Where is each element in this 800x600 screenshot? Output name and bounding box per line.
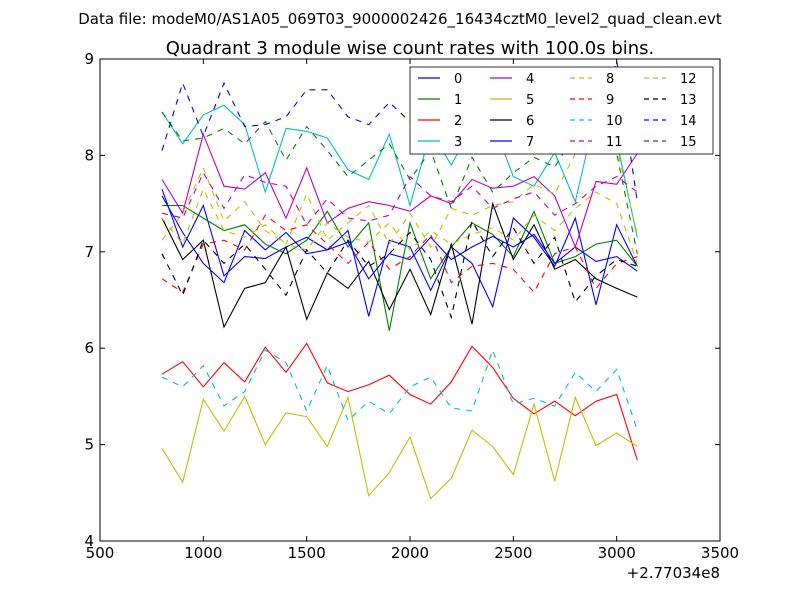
legend-label-3: 3 — [454, 135, 462, 150]
axis-ticks: 500 1000 1500 2000 2500 3000 3500 4 5 6 7 8 9 — [84, 50, 739, 562]
legend-label-11: 11 — [606, 135, 623, 150]
series-line-4 — [161, 132, 638, 249]
x-tick-label: 3000 — [598, 544, 636, 562]
series-line-8 — [161, 74, 638, 249]
series-line-9 — [161, 214, 638, 294]
series-line-12 — [161, 187, 638, 264]
legend-label-4: 4 — [526, 72, 534, 87]
legend-label-14: 14 — [680, 114, 697, 129]
legend-label-5: 5 — [526, 93, 534, 108]
legend-label-6: 6 — [526, 114, 534, 129]
legend-label-15: 15 — [680, 135, 697, 150]
x-tick-label: 500 — [86, 544, 115, 562]
series-line-15 — [161, 68, 638, 254]
legend-label-12: 12 — [680, 72, 697, 87]
legend-label-0: 0 — [454, 72, 462, 87]
series-line-11 — [161, 171, 638, 226]
series-line-13 — [161, 219, 638, 320]
legend-label-2: 2 — [454, 114, 462, 129]
y-tick-label: 8 — [84, 146, 94, 164]
y-tick-label: 9 — [84, 50, 94, 68]
legend-label-8: 8 — [606, 72, 614, 87]
x-tick-label: 3500 — [701, 544, 739, 562]
chart-title: Quadrant 3 module wise count rates with … — [166, 38, 655, 59]
y-tick-label: 7 — [84, 243, 94, 261]
series-line-7 — [161, 195, 638, 284]
x-tick-label: 1500 — [288, 544, 326, 562]
x-tick-label: 2500 — [494, 544, 532, 562]
y-tick-label: 5 — [84, 436, 94, 454]
series-line-6 — [161, 201, 638, 329]
series-line-1 — [162, 204, 638, 331]
x-tick-label: 1000 — [184, 544, 222, 562]
legend-box — [409, 66, 714, 155]
x-offset-label: +2.77034e8 — [627, 564, 720, 582]
series-line-5 — [161, 395, 638, 500]
series-line-2 — [161, 342, 638, 461]
y-tick-label: 4 — [84, 532, 94, 550]
legend-label-13: 13 — [680, 93, 697, 108]
data-file-label: Data file: modeM0/AS1A05_069T03_90000024… — [78, 10, 722, 29]
legend-label-1: 1 — [454, 93, 462, 108]
series-layer — [161, 60, 638, 500]
legend-label-9: 9 — [606, 93, 614, 108]
legend-label-7: 7 — [526, 135, 534, 150]
x-tick-label: 2000 — [391, 544, 429, 562]
y-tick-label: 6 — [84, 339, 94, 357]
plot-frame — [99, 58, 721, 542]
series-line-10 — [161, 348, 638, 431]
legend-label-10: 10 — [606, 114, 623, 129]
